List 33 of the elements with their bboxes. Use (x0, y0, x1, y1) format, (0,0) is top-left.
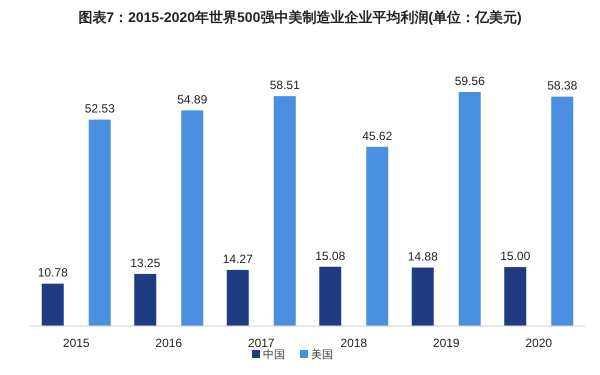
legend-label: 美国 (311, 348, 333, 361)
bar (88, 120, 111, 326)
x-tick-label: 2017 (248, 336, 275, 350)
chart-title: 图表7：2015-2020年世界500强中美制造业企业平均利润(单位：亿美元) (78, 9, 522, 25)
data-label: 54.89 (177, 92, 208, 106)
data-label: 15.08 (315, 248, 346, 263)
bar (366, 146, 388, 326)
bar (226, 270, 249, 326)
x-tick-label: 2015 (62, 336, 90, 350)
bar (42, 284, 64, 326)
data-label: 14.88 (408, 250, 438, 264)
data-label: 45.62 (362, 128, 393, 143)
data-label: 52.53 (84, 102, 116, 116)
bar (458, 92, 481, 326)
data-label: 15.00 (500, 249, 531, 264)
bar (551, 96, 574, 326)
x-tick-label: 2020 (525, 336, 552, 350)
legend-label: 中国 (263, 348, 285, 361)
data-label: 13.25 (130, 256, 161, 270)
bar (319, 266, 342, 326)
data-label: 58.38 (547, 78, 578, 93)
data-label: 10.78 (38, 266, 68, 280)
data-label: 14.27 (222, 252, 254, 266)
data-label: 58.51 (270, 78, 300, 92)
x-tick-label: 2018 (340, 336, 368, 350)
bar (134, 274, 156, 326)
bar (412, 268, 434, 326)
x-tick-label: 2016 (155, 336, 182, 350)
bar (181, 110, 204, 326)
bar (504, 267, 526, 326)
data-label: 59.56 (454, 74, 486, 88)
x-tick-label: 2019 (432, 336, 460, 350)
bar (274, 96, 296, 326)
